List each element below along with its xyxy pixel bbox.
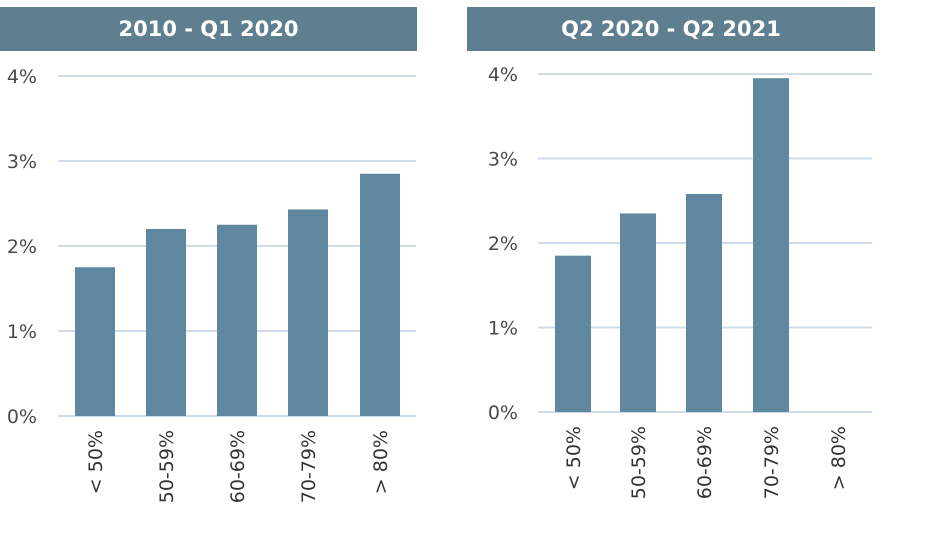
chart-1-bar xyxy=(217,224,257,416)
chart-2-bar xyxy=(753,78,789,412)
chart-1-y-tick-label: 2% xyxy=(7,236,37,258)
chart-1-y-tick-label: 1% xyxy=(7,321,37,343)
chart-2-category-label: < 50% xyxy=(563,426,585,490)
chart-1-y-tick-label: 0% xyxy=(7,406,37,428)
chart-2-y-tick-label: 4% xyxy=(488,64,518,86)
chart-1-title: 2010 - Q1 2020 xyxy=(0,7,417,51)
chart-1-category-label: 60-69% xyxy=(227,430,249,503)
chart-2-y-tick-label: 3% xyxy=(488,149,518,171)
chart-1-bar xyxy=(146,229,186,416)
chart-1-category-label: < 50% xyxy=(85,430,107,494)
chart-2-title: Q2 2020 - Q2 2021 xyxy=(467,7,875,51)
chart-2-y-tick-label: 0% xyxy=(488,402,518,424)
chart-2-bar xyxy=(555,255,591,412)
chart-2-category-label: 70-79% xyxy=(761,426,783,499)
chart-1-y-tick-label: 4% xyxy=(7,66,37,88)
chart-2-bar xyxy=(620,213,656,412)
chart-2-bar xyxy=(686,193,722,412)
chart-2-y-tick-label: 1% xyxy=(488,318,518,340)
chart-1-bar xyxy=(288,209,328,416)
chart-1-category-label: 50-59% xyxy=(156,430,178,503)
chart-2-category-label: 60-69% xyxy=(694,426,716,499)
chart-2-category-label: > 80% xyxy=(828,426,850,490)
chart-1-bar xyxy=(75,267,115,416)
chart-2-category-label: 50-59% xyxy=(628,426,650,499)
chart-1-y-tick-label: 3% xyxy=(7,151,37,173)
chart-1-category-label: 70-79% xyxy=(298,430,320,503)
chart-1-bar xyxy=(360,173,400,416)
chart-2-y-tick-label: 2% xyxy=(488,233,518,255)
chart-1-category-label: > 80% xyxy=(370,430,392,494)
